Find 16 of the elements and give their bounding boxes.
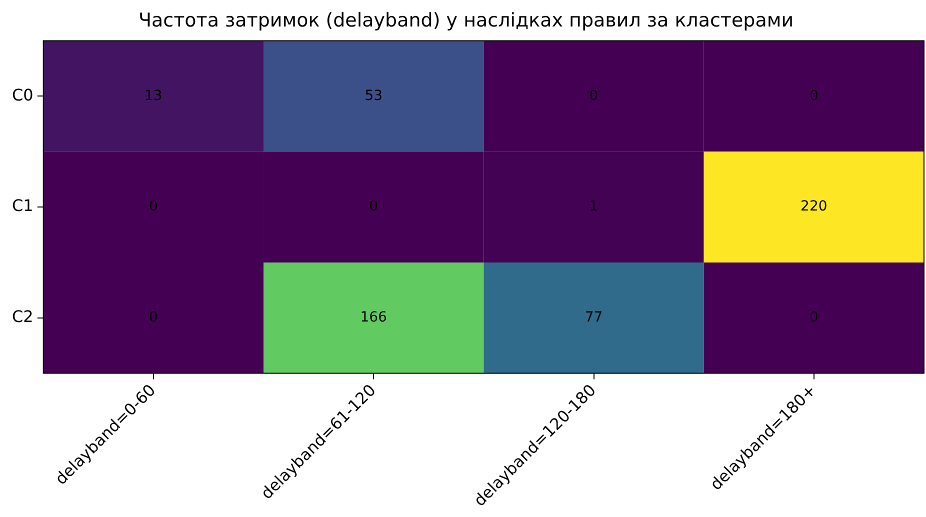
data-label: 0 xyxy=(589,88,598,104)
data-label: 53 xyxy=(364,88,383,104)
data-label: 0 xyxy=(809,88,818,104)
data-label: 1 xyxy=(589,198,598,215)
data-label: 0 xyxy=(809,310,818,326)
data-label: 166 xyxy=(360,310,388,326)
y-tick-label: C0 xyxy=(12,85,34,104)
data-label: 220 xyxy=(800,198,828,215)
y-tick-label: C1 xyxy=(12,196,34,216)
data-label: 0 xyxy=(148,198,158,215)
data-label: 0 xyxy=(148,310,158,326)
y-tick-label: C2 xyxy=(12,307,34,326)
data-label: 77 xyxy=(584,310,603,326)
data-label: 0 xyxy=(369,198,378,215)
chart-title: Частота затримок (delayband) у наслідках правил за кластерами xyxy=(138,9,794,32)
data-label: 13 xyxy=(144,88,162,104)
